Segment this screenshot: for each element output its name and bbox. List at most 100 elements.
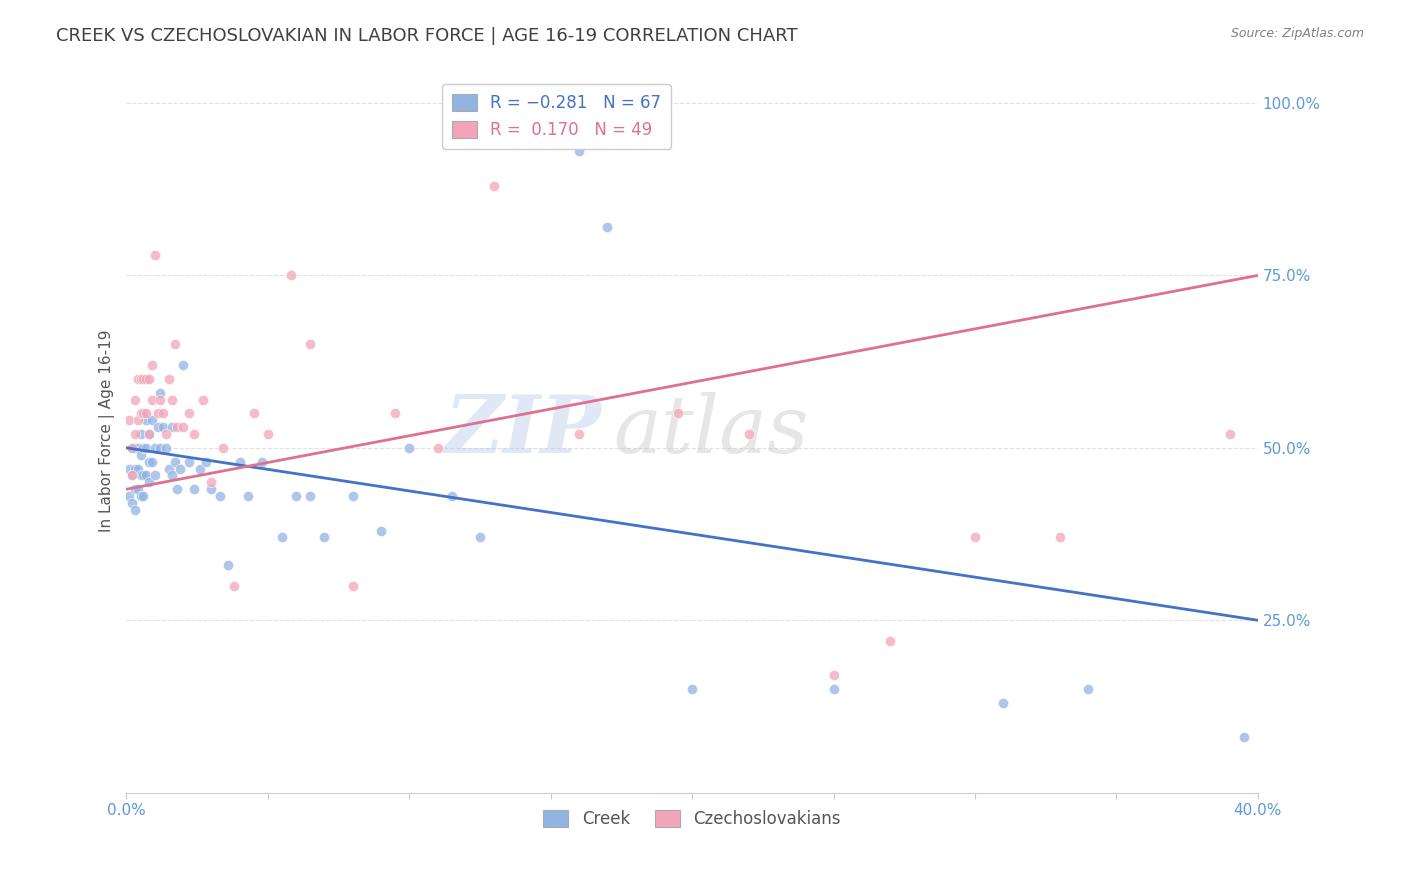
Point bbox=[146, 406, 169, 420]
Point bbox=[163, 337, 186, 351]
Point bbox=[135, 413, 157, 427]
Point bbox=[132, 372, 155, 386]
Point bbox=[963, 531, 986, 545]
Point bbox=[160, 420, 183, 434]
Point bbox=[398, 441, 420, 455]
Point bbox=[1233, 731, 1256, 745]
Point bbox=[183, 482, 205, 496]
Point bbox=[211, 441, 233, 455]
Point bbox=[172, 358, 194, 372]
Point bbox=[141, 358, 163, 372]
Point bbox=[129, 406, 152, 420]
Point bbox=[172, 420, 194, 434]
Point bbox=[155, 427, 177, 442]
Point bbox=[299, 489, 322, 503]
Point bbox=[127, 372, 149, 386]
Point bbox=[440, 489, 463, 503]
Point bbox=[384, 406, 406, 420]
Point bbox=[138, 455, 160, 469]
Point bbox=[146, 420, 169, 434]
Point bbox=[166, 420, 188, 434]
Text: ZIP: ZIP bbox=[444, 392, 602, 469]
Point bbox=[138, 475, 160, 490]
Point bbox=[681, 682, 703, 697]
Point bbox=[143, 441, 166, 455]
Point bbox=[143, 468, 166, 483]
Point bbox=[155, 441, 177, 455]
Point bbox=[135, 406, 157, 420]
Point bbox=[135, 441, 157, 455]
Point bbox=[191, 392, 214, 407]
Point bbox=[138, 427, 160, 442]
Point bbox=[285, 489, 308, 503]
Point bbox=[217, 558, 239, 572]
Point bbox=[188, 461, 211, 475]
Point bbox=[169, 461, 191, 475]
Point bbox=[121, 441, 143, 455]
Point bbox=[242, 406, 264, 420]
Point bbox=[482, 178, 505, 193]
Text: CREEK VS CZECHOSLOVAKIAN IN LABOR FORCE | AGE 16-19 CORRELATION CHART: CREEK VS CZECHOSLOVAKIAN IN LABOR FORCE … bbox=[56, 27, 797, 45]
Point bbox=[121, 468, 143, 483]
Point bbox=[132, 489, 155, 503]
Point bbox=[138, 372, 160, 386]
Point bbox=[149, 441, 172, 455]
Point bbox=[163, 455, 186, 469]
Point bbox=[568, 427, 591, 442]
Point bbox=[228, 455, 250, 469]
Point bbox=[152, 406, 174, 420]
Point bbox=[879, 634, 901, 648]
Point bbox=[157, 372, 180, 386]
Text: atlas: atlas bbox=[613, 392, 808, 469]
Point bbox=[149, 385, 172, 400]
Point bbox=[993, 696, 1015, 710]
Point bbox=[143, 248, 166, 262]
Point bbox=[149, 392, 172, 407]
Point bbox=[271, 531, 294, 545]
Point bbox=[160, 392, 183, 407]
Point bbox=[208, 489, 231, 503]
Text: Source: ZipAtlas.com: Source: ZipAtlas.com bbox=[1230, 27, 1364, 40]
Point bbox=[121, 468, 143, 483]
Point bbox=[124, 482, 146, 496]
Y-axis label: In Labor Force | Age 16-19: In Labor Force | Age 16-19 bbox=[100, 329, 115, 532]
Point bbox=[132, 406, 155, 420]
Point bbox=[1049, 531, 1071, 545]
Point bbox=[200, 482, 222, 496]
Point bbox=[124, 503, 146, 517]
Point bbox=[177, 406, 200, 420]
Point bbox=[124, 461, 146, 475]
Point bbox=[160, 468, 183, 483]
Point bbox=[166, 482, 188, 496]
Point bbox=[132, 441, 155, 455]
Legend: Creek, Czechoslovakians: Creek, Czechoslovakians bbox=[537, 804, 848, 835]
Point bbox=[135, 468, 157, 483]
Point bbox=[118, 489, 141, 503]
Point bbox=[118, 413, 141, 427]
Point bbox=[222, 579, 245, 593]
Point bbox=[596, 220, 619, 235]
Point bbox=[823, 682, 845, 697]
Point bbox=[468, 531, 491, 545]
Point bbox=[127, 461, 149, 475]
Point bbox=[426, 441, 449, 455]
Point bbox=[127, 441, 149, 455]
Point bbox=[141, 413, 163, 427]
Point bbox=[124, 392, 146, 407]
Point bbox=[342, 489, 364, 503]
Point bbox=[1219, 427, 1241, 442]
Point bbox=[177, 455, 200, 469]
Point bbox=[129, 427, 152, 442]
Point bbox=[152, 420, 174, 434]
Point bbox=[342, 579, 364, 593]
Point bbox=[118, 461, 141, 475]
Point bbox=[129, 372, 152, 386]
Point bbox=[370, 524, 392, 538]
Point bbox=[121, 496, 143, 510]
Point bbox=[1077, 682, 1099, 697]
Point bbox=[141, 455, 163, 469]
Point bbox=[124, 441, 146, 455]
Point bbox=[135, 372, 157, 386]
Point bbox=[127, 413, 149, 427]
Point bbox=[252, 455, 274, 469]
